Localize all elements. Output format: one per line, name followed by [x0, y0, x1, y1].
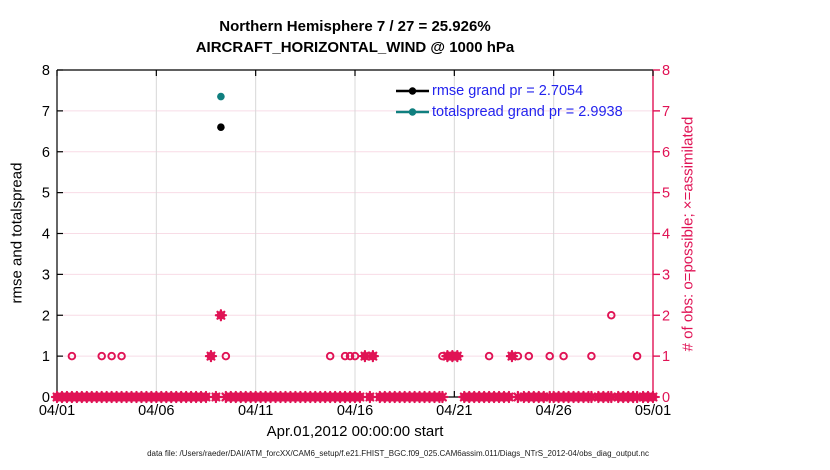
totalspread-legend-marker-icon	[396, 107, 429, 116]
chart-title-line2: AIRCRAFT_HORIZONTAL_WIND @ 1000 hPa	[195, 39, 515, 56]
svg-text:6: 6	[662, 145, 670, 161]
svg-text:04/26: 04/26	[536, 403, 572, 419]
vertical-gridlines	[155, 70, 555, 397]
legend-label-totalspread: totalspread grand pr = 2.9938	[432, 103, 623, 120]
left-axis-label: rmse and totalspread	[8, 162, 26, 304]
data-file-path: data file: /Users/raeder/DAI/ATM_forcXX/…	[147, 449, 649, 458]
svg-text:3: 3	[42, 267, 50, 283]
svg-text:2: 2	[662, 308, 670, 324]
obs-assimilated-markers	[50, 309, 660, 404]
svg-text:04/21: 04/21	[436, 403, 472, 419]
svg-text:5: 5	[662, 186, 670, 202]
svg-text:3: 3	[662, 267, 670, 283]
legend: rmse grand pr = 2.7054 totalspread grand…	[396, 80, 623, 122]
tick-labels: 0 0 1 1 2 2 3 3 4 4 5 5 6 6 7 7 8 8 04/01 04/06 04/11 04/16 04…	[39, 63, 671, 419]
chart-title-line1: Northern Hemisphere 7 / 27 = 25.926%	[219, 18, 491, 35]
svg-text:04/11: 04/11	[238, 403, 273, 419]
legend-row-totalspread: totalspread grand pr = 2.9938	[396, 101, 623, 122]
totalspread-points	[217, 92, 225, 101]
svg-text:0: 0	[42, 390, 50, 406]
svg-text:04/01: 04/01	[39, 403, 75, 419]
svg-text:04/16: 04/16	[337, 403, 373, 419]
svg-text:7: 7	[42, 104, 50, 120]
x-axis-label: Apr.01,2012 00:00:00 start	[266, 423, 444, 440]
rmse-points	[217, 123, 225, 132]
svg-text:4: 4	[662, 227, 670, 243]
svg-text:4: 4	[42, 227, 50, 243]
svg-text:1: 1	[662, 349, 670, 365]
svg-text:8: 8	[662, 63, 670, 79]
svg-text:04/06: 04/06	[138, 403, 174, 419]
svg-text:0: 0	[662, 390, 670, 406]
legend-row-rmse: rmse grand pr = 2.7054	[396, 80, 623, 101]
svg-text:8: 8	[42, 63, 50, 79]
right-axis-label: # of obs: o=possible; ×=assimilated	[679, 116, 697, 352]
rmse-legend-marker-icon	[396, 86, 429, 95]
svg-text:7: 7	[662, 104, 670, 120]
svg-text:1: 1	[42, 349, 50, 365]
legend-label-rmse: rmse grand pr = 2.7054	[432, 82, 584, 99]
svg-text:6: 6	[42, 145, 50, 161]
svg-text:5: 5	[42, 186, 50, 202]
svg-text:05/01: 05/01	[635, 403, 671, 419]
svg-text:2: 2	[42, 308, 50, 324]
